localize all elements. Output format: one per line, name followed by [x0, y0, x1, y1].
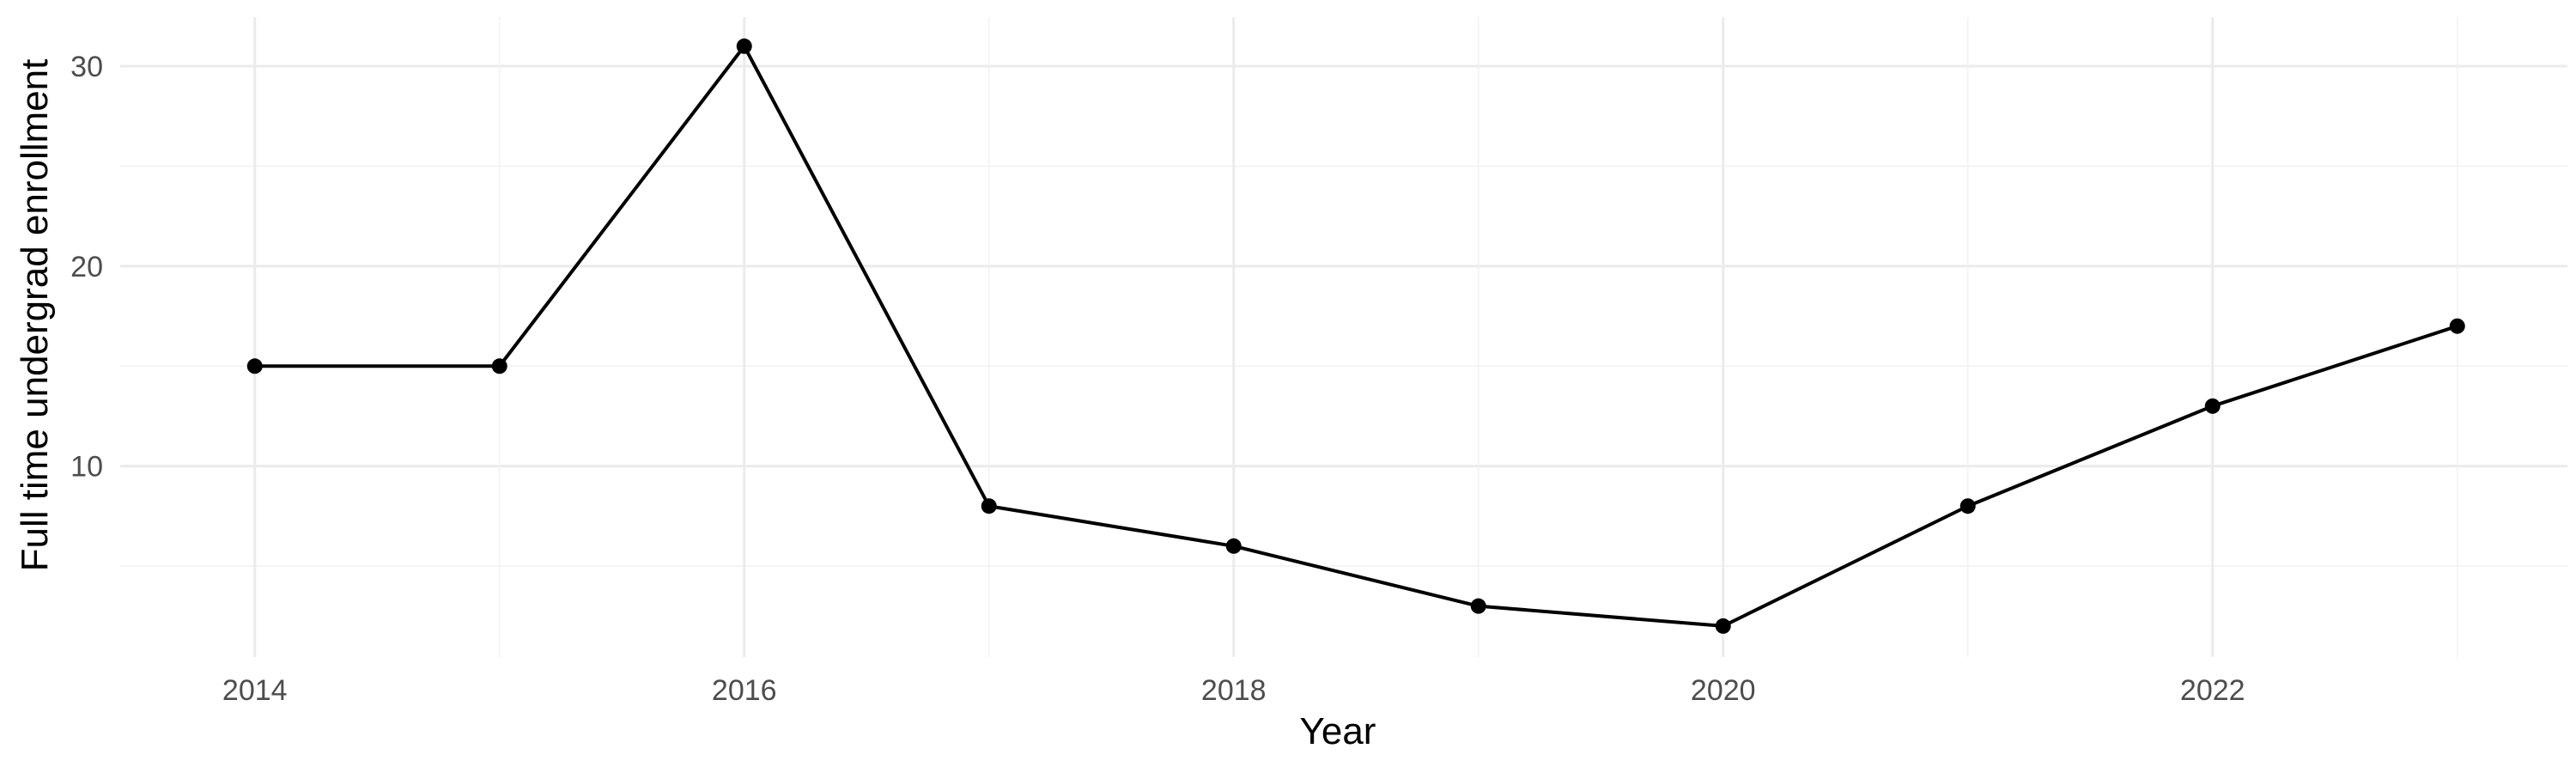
data-point: [491, 358, 507, 374]
data-point: [736, 38, 752, 54]
grid: [120, 17, 2567, 657]
x-tick-label: 2020: [1691, 674, 1756, 707]
y-tick-label: 30: [70, 51, 103, 83]
series-layer: [246, 38, 2465, 634]
data-point: [1959, 498, 1976, 514]
data-point: [981, 498, 997, 514]
y-axis-title: Full time undergrad enrollment: [14, 59, 56, 572]
data-point: [1470, 598, 1486, 614]
data-point: [1225, 538, 1242, 554]
tick-labels: 10 20 30 2014 2016 2018 2020 2022: [70, 51, 2245, 707]
series-line: [252, 44, 2459, 628]
x-tick-label: 2014: [222, 674, 288, 707]
y-tick-label: 10: [70, 451, 103, 484]
x-tick-label: 2016: [712, 674, 777, 707]
y-tick-label: 20: [70, 251, 103, 283]
data-point: [2204, 398, 2221, 414]
x-tick-label: 2018: [1201, 674, 1267, 707]
x-tick-label: 2022: [2180, 674, 2245, 707]
data-point: [246, 358, 263, 374]
data-point: [2449, 318, 2465, 334]
data-point: [1715, 618, 1731, 634]
x-axis-title: Year: [1300, 710, 1376, 752]
